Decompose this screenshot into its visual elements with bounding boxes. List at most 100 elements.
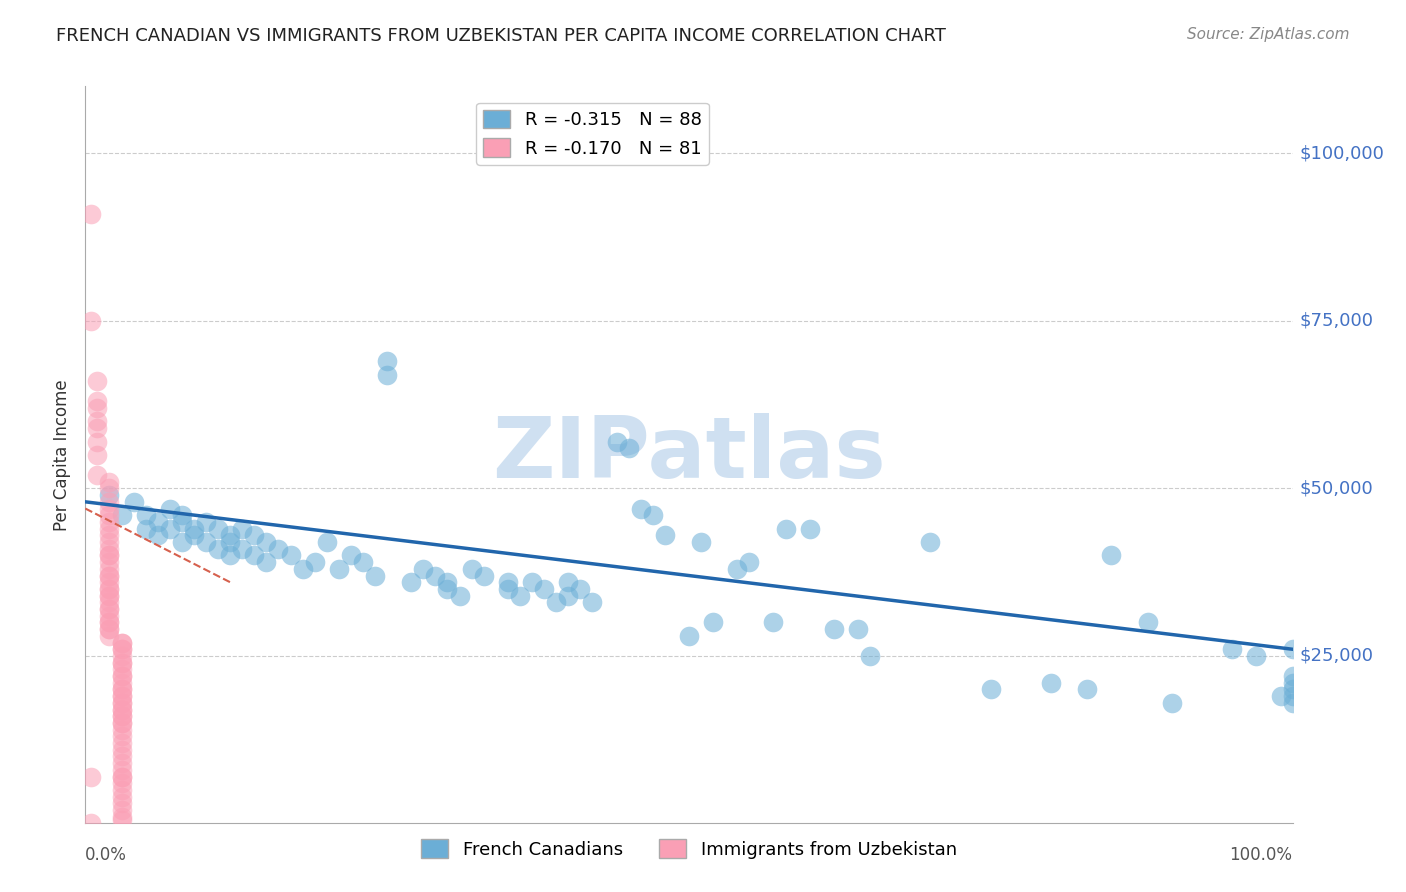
Point — [110, 770, 132, 784]
Point — [110, 715, 132, 730]
Text: $100,000: $100,000 — [1299, 145, 1385, 162]
Point — [110, 803, 132, 817]
Point — [243, 528, 266, 542]
Point — [98, 568, 121, 582]
Point — [267, 541, 290, 556]
Point — [110, 696, 132, 710]
Point — [207, 522, 229, 536]
Point — [110, 669, 132, 683]
Point — [98, 602, 121, 616]
Point — [98, 549, 121, 563]
Point — [412, 562, 434, 576]
Point — [219, 528, 242, 542]
Point — [110, 656, 132, 670]
Point — [110, 810, 132, 824]
Point — [98, 575, 121, 590]
Point — [859, 648, 882, 663]
Point — [98, 582, 121, 596]
Point — [375, 368, 398, 382]
Point — [98, 549, 121, 563]
Point — [98, 615, 121, 630]
Point — [110, 635, 132, 649]
Point — [110, 662, 132, 676]
Point — [1136, 615, 1159, 630]
Point — [98, 495, 121, 509]
Point — [98, 602, 121, 616]
Point — [98, 622, 121, 636]
Point — [86, 448, 108, 462]
Point — [110, 736, 132, 750]
Point — [1281, 675, 1303, 690]
Point — [110, 689, 132, 703]
Point — [110, 715, 132, 730]
Point — [159, 501, 181, 516]
Point — [352, 555, 374, 569]
Point — [170, 508, 193, 523]
Point — [86, 421, 108, 435]
Point — [98, 589, 121, 603]
Point — [98, 522, 121, 536]
Point — [122, 495, 145, 509]
Point — [1160, 696, 1182, 710]
Point — [110, 749, 132, 764]
Point — [110, 675, 132, 690]
Point — [231, 522, 253, 536]
Point — [762, 615, 785, 630]
Point — [496, 582, 519, 596]
Point — [110, 508, 132, 523]
Point — [738, 555, 761, 569]
Point — [98, 528, 121, 542]
Point — [98, 589, 121, 603]
Text: $25,000: $25,000 — [1299, 647, 1374, 665]
Point — [98, 482, 121, 496]
Point — [110, 763, 132, 777]
Point — [98, 541, 121, 556]
Point — [654, 528, 676, 542]
Point — [823, 622, 845, 636]
Point — [605, 434, 627, 449]
Point — [110, 813, 132, 827]
Point — [436, 575, 458, 590]
Point — [254, 535, 277, 549]
Point — [98, 508, 121, 523]
Point — [291, 562, 314, 576]
Point — [920, 535, 942, 549]
Point — [146, 528, 169, 542]
Point — [1040, 675, 1063, 690]
Point — [110, 709, 132, 723]
Point — [1220, 642, 1243, 657]
Point — [110, 635, 132, 649]
Point — [1281, 642, 1303, 657]
Point — [195, 535, 218, 549]
Point — [110, 789, 132, 804]
Point — [110, 797, 132, 811]
Point — [110, 730, 132, 744]
Point — [183, 528, 205, 542]
Point — [98, 595, 121, 609]
Point — [280, 549, 302, 563]
Point — [509, 589, 531, 603]
Text: $75,000: $75,000 — [1299, 312, 1374, 330]
Point — [110, 743, 132, 757]
Point — [110, 648, 132, 663]
Point — [254, 555, 277, 569]
Point — [702, 615, 724, 630]
Point — [110, 642, 132, 657]
Point — [110, 682, 132, 697]
Point — [170, 515, 193, 529]
Point — [110, 656, 132, 670]
Point — [557, 575, 579, 590]
Point — [110, 783, 132, 797]
Point — [86, 468, 108, 483]
Y-axis label: Per Capita Income: Per Capita Income — [53, 379, 72, 531]
Point — [110, 702, 132, 716]
Point — [110, 770, 132, 784]
Point — [436, 582, 458, 596]
Point — [86, 394, 108, 409]
Point — [110, 669, 132, 683]
Point — [328, 562, 350, 576]
Point — [243, 549, 266, 563]
Point — [110, 709, 132, 723]
Point — [98, 622, 121, 636]
Point — [617, 441, 640, 455]
